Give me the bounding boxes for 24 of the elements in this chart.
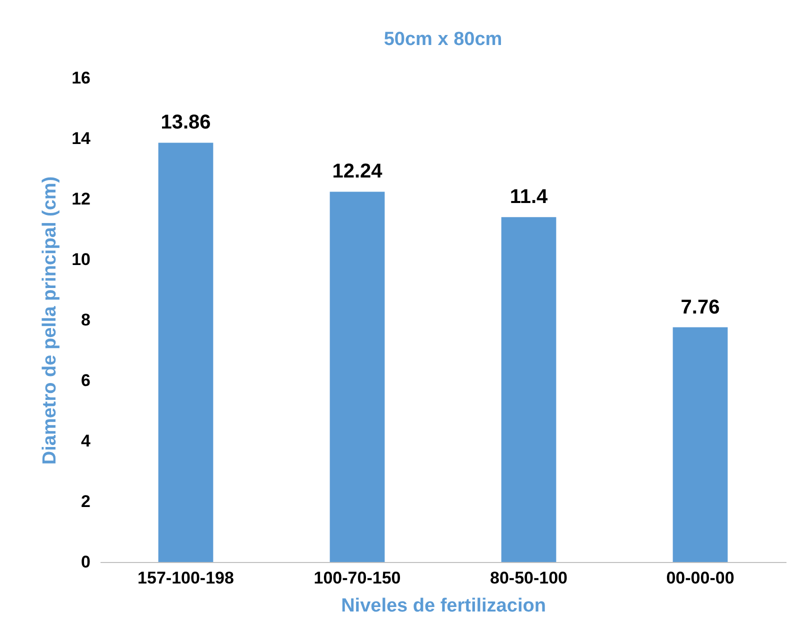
y-tick-label: 6 xyxy=(81,371,90,390)
x-tick-label: 157-100-198 xyxy=(138,568,234,588)
y-tick-label: 10 xyxy=(72,250,90,269)
bar xyxy=(158,142,214,562)
y-tick-label: 8 xyxy=(81,310,90,330)
data-label: 7.76 xyxy=(680,296,720,318)
bar xyxy=(501,217,556,562)
data-label: 12.24 xyxy=(332,160,384,183)
y-tick-label: 2 xyxy=(81,492,90,511)
x-axis-title: Niveles de fertilizacion xyxy=(341,596,546,616)
chart-title: 50cm x 80cm xyxy=(384,29,502,50)
data-label: 13.86 xyxy=(160,112,211,134)
data-label: 11.4 xyxy=(510,186,549,208)
bar xyxy=(330,192,385,562)
y-tick-label: 16 xyxy=(72,68,90,88)
y-tick-label: 14 xyxy=(72,129,92,148)
y-tick-label: 12 xyxy=(72,190,90,208)
bar xyxy=(672,327,728,562)
x-tick-label: 100-70-150 xyxy=(314,568,401,588)
y-tick-label: 4 xyxy=(81,432,92,450)
x-tick-label: 00-00-00 xyxy=(666,568,734,588)
y-tick-label: 0 xyxy=(81,552,90,572)
x-tick-label: 80-50-100 xyxy=(490,568,568,588)
y-axis-title: Diametro de pella principal (cm) xyxy=(40,176,61,465)
